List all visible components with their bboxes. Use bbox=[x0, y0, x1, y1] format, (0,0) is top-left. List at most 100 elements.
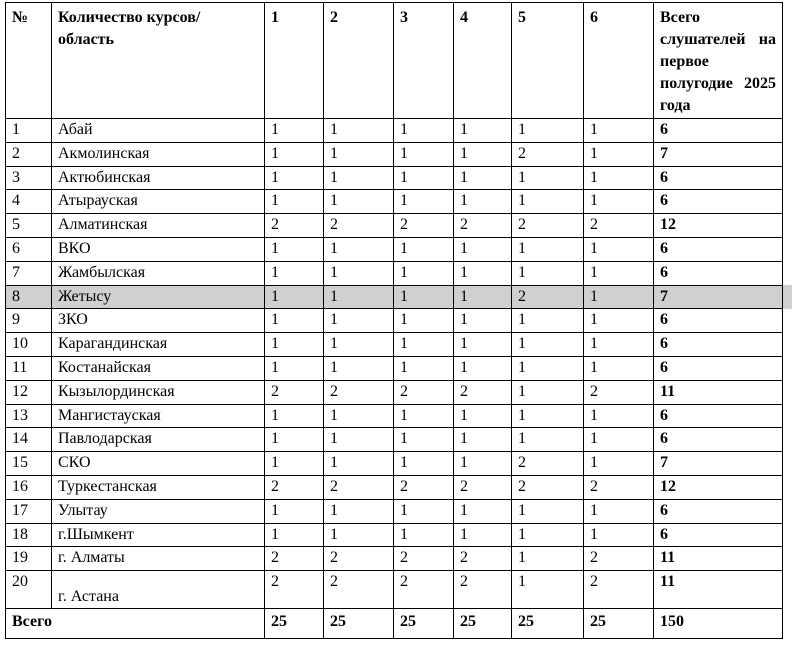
table-cell: Актюбинская bbox=[51, 165, 265, 191]
table-cell: 1 bbox=[264, 403, 324, 429]
table-cell: 1 bbox=[264, 165, 324, 191]
header-cell: № bbox=[5, 2, 52, 119]
table-row: 18 г.Шымкент 1 1 1 1 1 1 6 bbox=[5, 522, 783, 548]
table-cell: 1 bbox=[583, 165, 654, 191]
table-cell: 1 bbox=[393, 308, 454, 334]
table-cell: 1 bbox=[264, 522, 324, 548]
table-row: 11 Костанайская 1 1 1 1 1 1 6 bbox=[5, 355, 783, 381]
table-cell: 1 bbox=[264, 141, 324, 167]
table-cell: 1 bbox=[264, 189, 324, 215]
table-cell: 1 bbox=[583, 141, 654, 167]
table-cell: 1 bbox=[511, 522, 584, 548]
table-cell: 1 bbox=[323, 165, 394, 191]
table-cell: 1 bbox=[323, 403, 394, 429]
table-cell: 2 bbox=[453, 213, 512, 238]
table-cell: 1 bbox=[453, 260, 512, 286]
table-cell: 14 bbox=[5, 427, 52, 453]
table-cell: 1 bbox=[511, 570, 584, 610]
table-row: 15 СКО 1 1 1 1 2 1 7 bbox=[5, 451, 783, 476]
table-cell: 6 bbox=[653, 522, 783, 548]
table-cell: 1 bbox=[511, 498, 584, 524]
table-cell: г. Астана bbox=[51, 570, 265, 610]
table-cell: 6 bbox=[653, 355, 783, 381]
total-cell: 25 bbox=[393, 608, 454, 640]
table-cell: 2 bbox=[583, 546, 654, 572]
table-cell: 7 bbox=[653, 141, 783, 167]
table-cell: Павлодарская bbox=[51, 427, 265, 453]
table-cell: 1 bbox=[453, 118, 512, 143]
table-cell: 1 bbox=[393, 165, 454, 191]
table-cell: 1 bbox=[453, 332, 512, 357]
table-cell: 1 bbox=[5, 118, 52, 143]
table-cell: 1 bbox=[583, 260, 654, 286]
table-cell: Жетысу bbox=[51, 284, 265, 310]
table-cell: 1 bbox=[264, 284, 324, 310]
table-cell: 1 bbox=[583, 118, 654, 143]
table-cell: 1 bbox=[453, 427, 512, 453]
header-cell: 2 bbox=[323, 2, 394, 119]
header-row: № Количество курсов/ область 1 2 3 4 5 6 Всего с… bbox=[5, 2, 783, 119]
table-cell: 1 bbox=[511, 546, 584, 572]
table-cell: Костанайская bbox=[51, 355, 265, 381]
table-cell: 1 bbox=[453, 355, 512, 381]
table-cell: 1 bbox=[511, 260, 584, 286]
table-cell: Туркестанская bbox=[51, 474, 265, 500]
table-cell: 1 bbox=[323, 522, 394, 548]
table-cell: 1 bbox=[323, 451, 394, 476]
table-cell: 8 bbox=[5, 284, 52, 310]
table-cell: 2 bbox=[393, 546, 454, 572]
table-cell: 1 bbox=[453, 403, 512, 429]
table-cell: 1 bbox=[393, 236, 454, 262]
table-cell: 19 bbox=[5, 546, 52, 572]
table-cell: 1 bbox=[264, 260, 324, 286]
table-cell: 1 bbox=[453, 451, 512, 476]
table-cell: 2 bbox=[583, 474, 654, 500]
table-cell: 2 bbox=[323, 379, 394, 405]
header-cell: Всего слушателей на первое полугодие 202… bbox=[653, 2, 783, 119]
header-cell: 4 bbox=[453, 2, 512, 119]
courses-table: № Количество курсов/ область 1 2 3 4 5 6 Всего с… bbox=[5, 2, 783, 640]
table-cell: 6 bbox=[5, 236, 52, 262]
table-cell: 2 bbox=[393, 474, 454, 500]
table-row: 13 Мангистауская 1 1 1 1 1 1 6 bbox=[5, 403, 783, 429]
total-cell: Всего bbox=[5, 608, 265, 640]
table-cell: 6 bbox=[653, 332, 783, 357]
table-cell: Мангистауская bbox=[51, 403, 265, 429]
table-cell: 2 bbox=[323, 570, 394, 610]
table-cell: 2 bbox=[583, 570, 654, 610]
table-cell: 1 bbox=[583, 284, 654, 310]
table-cell: 1 bbox=[453, 141, 512, 167]
table-cell: 3 bbox=[5, 165, 52, 191]
table-cell: 1 bbox=[323, 332, 394, 357]
table-cell: 1 bbox=[511, 189, 584, 215]
table-cell: 6 bbox=[653, 403, 783, 429]
table-cell: 1 bbox=[264, 308, 324, 334]
table-row: 1 Абай 1 1 1 1 1 1 6 bbox=[5, 118, 783, 143]
table-cell: 18 bbox=[5, 522, 52, 548]
table-cell: 1 bbox=[393, 118, 454, 143]
table-cell: 1 bbox=[264, 118, 324, 143]
table-cell: 6 bbox=[653, 118, 783, 143]
table-cell: 1 bbox=[323, 355, 394, 381]
table-cell: 1 bbox=[453, 522, 512, 548]
table-row: 7 Жамбылская 1 1 1 1 1 1 6 bbox=[5, 260, 783, 286]
table-row: 8 Жетысу 1 1 1 1 2 1 7 bbox=[5, 284, 783, 310]
table-cell: 12 bbox=[653, 213, 783, 238]
table-cell: 2 bbox=[264, 474, 324, 500]
table-cell: 13 bbox=[5, 403, 52, 429]
table-cell: 2 bbox=[453, 379, 512, 405]
table-cell: 1 bbox=[453, 284, 512, 310]
table-cell: 1 bbox=[323, 284, 394, 310]
table-cell: 12 bbox=[5, 379, 52, 405]
table-cell: 2 bbox=[583, 213, 654, 238]
table-cell: 2 bbox=[511, 284, 584, 310]
table-cell: 2 bbox=[323, 213, 394, 238]
table-cell: 1 bbox=[583, 355, 654, 381]
table-cell: 1 bbox=[393, 427, 454, 453]
total-cell: 25 bbox=[583, 608, 654, 640]
table-cell: 2 bbox=[264, 570, 324, 610]
table-cell: 1 bbox=[323, 189, 394, 215]
table-cell: 1 bbox=[393, 522, 454, 548]
row-highlight bbox=[782, 285, 792, 309]
table-cell: 10 bbox=[5, 332, 52, 357]
